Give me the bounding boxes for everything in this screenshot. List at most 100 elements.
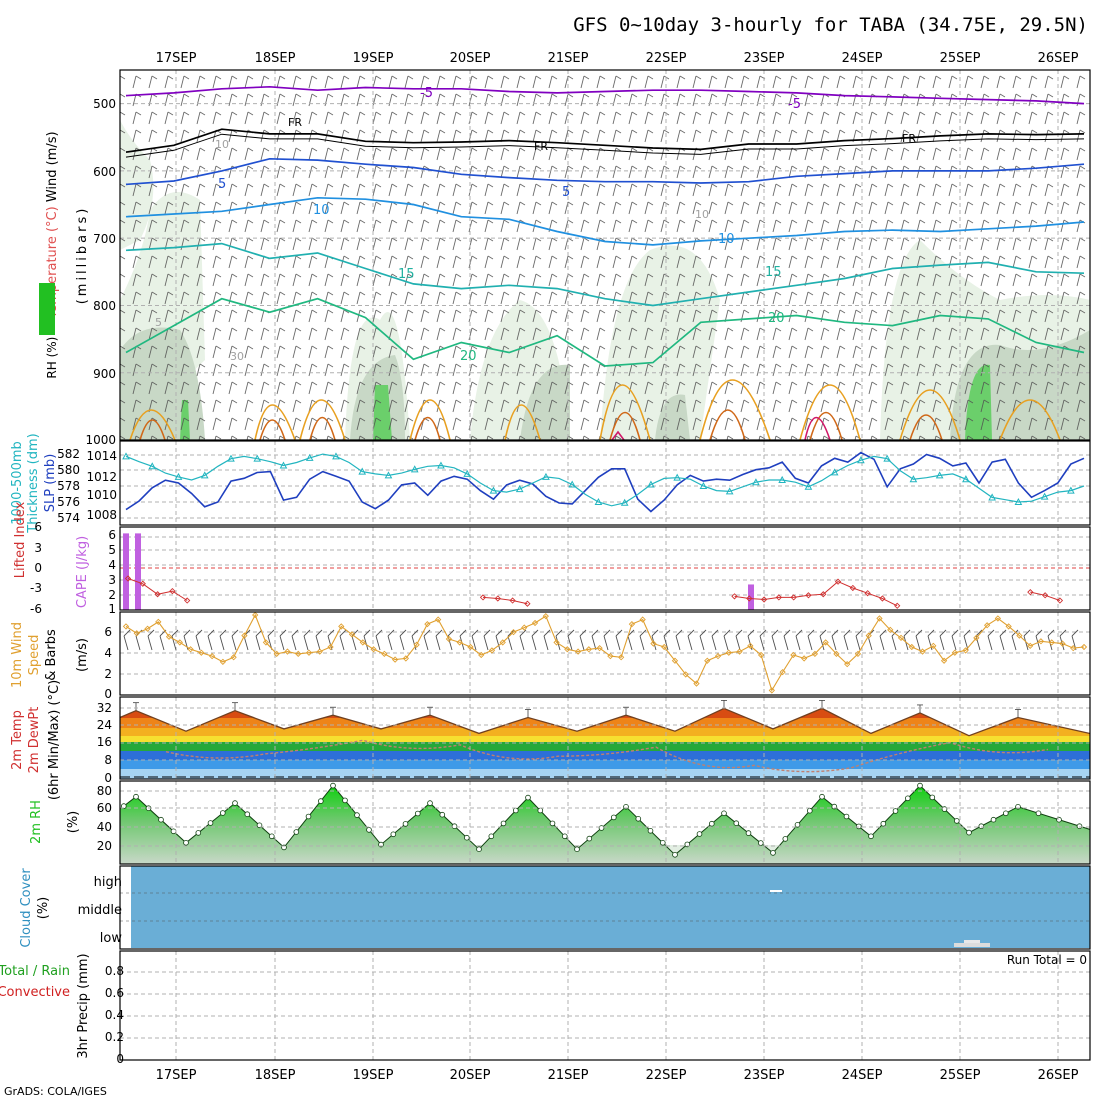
rh-marker — [843, 813, 850, 820]
wind-marker — [887, 626, 894, 633]
li-marker — [1027, 589, 1034, 596]
wind-marker — [1059, 640, 1066, 647]
isotherm-5 — [125, 157, 1085, 186]
axis-label-thickness-2: Thickness (dm) — [26, 433, 41, 533]
temp-frame — [119, 696, 1091, 780]
wind-barb — [639, 635, 645, 651]
rh-marker — [696, 831, 703, 837]
wind-tick: 0 — [104, 687, 112, 701]
wind-barb — [711, 635, 717, 651]
wind-marker — [596, 645, 603, 652]
li-tick: -3 — [30, 581, 42, 595]
rh-marker — [586, 835, 593, 842]
rh-marker — [85, 832, 90, 837]
contour-label: -5 — [788, 97, 801, 112]
wind-barb — [795, 635, 801, 651]
wind-marker — [327, 643, 334, 651]
date-label-bottom: 17SEP — [156, 1068, 197, 1083]
rh-marker — [220, 810, 226, 816]
upper-air-panel: -5 -5 FR FR FR 5 5 10 10 15 15 20 20 10 … — [39, 69, 1091, 447]
warm-isotherms — [129, 379, 1061, 440]
rh-marker — [439, 811, 446, 818]
wind-barb — [399, 635, 405, 651]
li-ticks: 6 3 0 -3 -6 6 5 4 3 2 1 — [30, 520, 116, 616]
wind-barb-feather — [651, 629, 659, 637]
wind-barb — [843, 635, 849, 651]
rh-marker — [354, 812, 360, 818]
rh-marker — [1002, 810, 1009, 817]
wind-barb-feather — [147, 629, 155, 637]
wind-barb — [675, 635, 681, 651]
precip-ticks: 0.8 0.6 0.4 0.2 0 — [105, 964, 124, 1066]
date-label-bottom: 18SEP — [255, 1068, 296, 1083]
wind-barb-feather — [219, 629, 227, 637]
wind-marker — [1048, 639, 1055, 646]
date-label-bottom: 21SEP — [548, 1068, 589, 1083]
li-marker — [834, 578, 842, 585]
wind-barb-feather — [171, 629, 179, 637]
pressure-tick: 800 — [93, 299, 116, 313]
thickness-ticks: 582 580 578 576 574 1014 1012 1010 1008 — [57, 447, 117, 525]
thickness-marker — [410, 465, 419, 473]
wind-barb — [123, 635, 129, 651]
temperature-line — [120, 707, 1090, 737]
rh-marker — [868, 833, 874, 840]
thickness-tick: 582 — [57, 447, 80, 461]
rh-marker — [244, 811, 251, 817]
wind-barb-feather — [543, 629, 551, 637]
isotherm-20 — [125, 297, 1085, 367]
wind-barb-feather — [735, 629, 743, 637]
wind-barb-feather — [387, 629, 395, 637]
wind-ticks: 6 4 2 0 — [104, 625, 112, 701]
rh-marker — [1056, 816, 1062, 823]
axis-label-wind-units: (m/s) — [75, 638, 90, 672]
li-marker — [509, 597, 516, 604]
thickness-marker — [174, 472, 183, 480]
wind-barb-feather — [1059, 629, 1067, 637]
wind-barb-feather — [687, 629, 695, 637]
cape-tick: 1 — [108, 602, 116, 616]
wind-barb-feather — [999, 629, 1007, 637]
rh-frame — [119, 780, 1091, 865]
li-tick: 6 — [34, 520, 42, 534]
axis-label-temp-units: (6hr Min/Max) (°C) — [47, 680, 62, 800]
rh-marker — [366, 827, 372, 833]
rh-marker — [488, 833, 495, 840]
wind-barb — [231, 635, 237, 651]
wind-barb — [339, 635, 345, 651]
thickness-marker — [148, 462, 157, 470]
wind-marker — [790, 651, 797, 659]
li-marker — [746, 595, 753, 602]
wind-barb — [603, 635, 609, 651]
wind-barb — [939, 635, 945, 651]
temp-band — [120, 760, 1090, 769]
rh-marker — [880, 820, 887, 827]
precip-tick: 0.4 — [105, 1008, 124, 1022]
rh-marker — [647, 827, 654, 834]
wind-barb — [999, 635, 1005, 651]
wind-barb — [315, 635, 321, 651]
wind-barb — [1023, 635, 1029, 651]
wind-barb — [735, 635, 741, 651]
wind-marker — [865, 632, 872, 639]
axis-label-cloud-cover: Cloud Cover — [19, 868, 34, 948]
rh-marker — [892, 808, 899, 814]
wind-marker — [854, 650, 862, 657]
wind-marker — [122, 623, 130, 630]
wind-tick: 2 — [104, 667, 112, 681]
thickness-marker — [962, 475, 970, 483]
wind-barb — [1011, 635, 1017, 651]
wind-barb — [903, 635, 909, 651]
wind-barb-feather — [339, 629, 347, 637]
wind-marker — [671, 657, 679, 664]
axis-label-barbs: & Barbs — [44, 629, 59, 681]
wind-barb-feather — [591, 629, 599, 637]
wind-barb — [927, 635, 933, 651]
wind-barb-feather — [1023, 629, 1031, 637]
cape-li-panel: 6 3 0 -3 -6 6 5 4 3 2 1 Lifted Index CAP… — [13, 501, 1091, 616]
isotherm-35 — [611, 416, 831, 440]
date-label-bottom: 24SEP — [842, 1068, 883, 1083]
wind-barb — [351, 635, 357, 651]
wind-barb-feather — [807, 629, 815, 637]
rh-marker — [574, 846, 580, 852]
